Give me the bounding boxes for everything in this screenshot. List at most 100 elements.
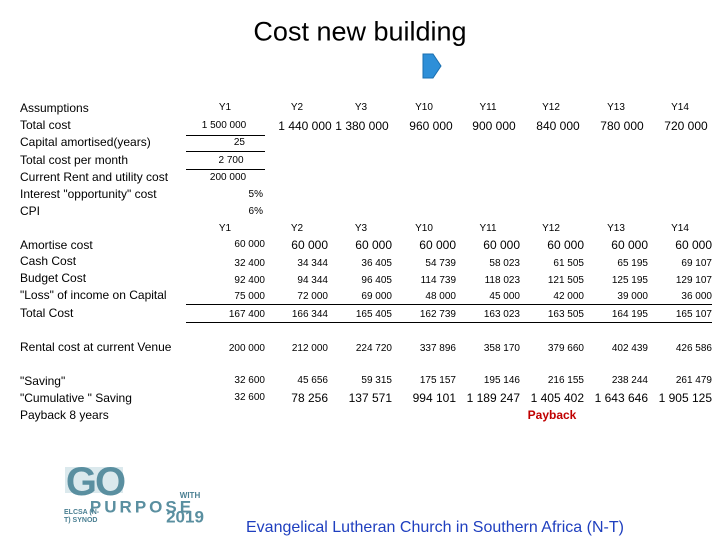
- footer: Evangelical Lutheran Church in Southern …: [246, 519, 624, 536]
- cell: 32 400: [234, 258, 265, 269]
- cell: 238 244: [611, 375, 648, 386]
- cell: 60 000: [483, 238, 520, 252]
- cell: 166 344: [291, 309, 328, 320]
- cell: 92 400: [234, 275, 265, 286]
- cell: 32 600: [234, 375, 265, 386]
- column-header: Y12: [542, 102, 560, 113]
- cell: 32 600: [234, 392, 265, 403]
- interest: 5%: [248, 189, 263, 200]
- cell: 34 344: [297, 258, 328, 269]
- cell: 60 000: [547, 238, 584, 252]
- column-header: Y1: [218, 223, 232, 234]
- cpi: 6%: [248, 206, 263, 217]
- cell: 96 405: [361, 275, 392, 286]
- column-header: Y3: [354, 102, 368, 113]
- rule: [186, 169, 265, 170]
- cell: 165 405: [355, 309, 392, 320]
- cell: 402 439: [611, 343, 648, 354]
- cell: 60 000: [675, 238, 712, 252]
- row-label: Current Rent and utility cost: [20, 170, 169, 184]
- cell: 94 344: [297, 275, 328, 286]
- rule: [186, 151, 265, 152]
- row-label: Interest "opportunity" cost: [20, 187, 157, 201]
- column-header: Y13: [607, 102, 625, 113]
- row-label: Total cost: [20, 118, 71, 132]
- cell: 65 195: [617, 258, 648, 269]
- column-header: Y3: [354, 223, 368, 234]
- cell: 175 157: [419, 375, 456, 386]
- cell: 42 000: [553, 291, 584, 302]
- cell: 167 400: [228, 309, 265, 320]
- row-label: Rental cost at current Venue: [20, 340, 172, 354]
- column-header: Y10: [415, 223, 433, 234]
- cell: 72 000: [297, 291, 328, 302]
- cell: 121 505: [547, 275, 584, 286]
- cell: 994 101: [412, 391, 456, 405]
- cell: 60 000: [419, 238, 456, 252]
- cell: 337 896: [419, 343, 456, 354]
- cost-per-month: 2 700: [218, 155, 244, 166]
- cell: 58 023: [489, 258, 520, 269]
- logo-with: WITH: [179, 491, 201, 500]
- cell: 39 000: [617, 291, 648, 302]
- row-label: Cash Cost: [20, 254, 77, 268]
- total-cost: 960 000: [409, 119, 453, 133]
- total-cost: 780 000: [600, 119, 644, 133]
- row-label: Capital amortised(years): [20, 135, 151, 149]
- rule: [186, 322, 712, 323]
- arrow-icon: [422, 53, 442, 79]
- rule: [186, 135, 265, 136]
- cell: 60 000: [355, 238, 392, 252]
- cell: 163 505: [547, 309, 584, 320]
- cell: 36 000: [681, 291, 712, 302]
- cell: 1 189 247: [466, 391, 520, 405]
- row-label: "Loss" of income on Capital: [20, 288, 167, 302]
- cell: 78 256: [291, 391, 328, 405]
- cell: 61 505: [553, 258, 584, 269]
- row-label: CPI: [20, 204, 41, 218]
- cell: 379 660: [547, 343, 584, 354]
- cell: 165 107: [675, 309, 712, 320]
- rule: [186, 304, 712, 305]
- column-header: Y2: [290, 102, 304, 113]
- cell: 162 739: [419, 309, 456, 320]
- cell: 69 000: [361, 291, 392, 302]
- cell: 54 739: [425, 258, 456, 269]
- column-header: Y10: [415, 102, 433, 113]
- cell: 1 905 125: [658, 391, 712, 405]
- amortised-years: 25: [233, 137, 245, 148]
- cell: 48 000: [425, 291, 456, 302]
- cell: 163 023: [483, 309, 520, 320]
- cell: 45 000: [489, 291, 520, 302]
- cell: 1 643 646: [594, 391, 648, 405]
- total-cost: 840 000: [536, 119, 580, 133]
- cell: 200 000: [228, 343, 265, 354]
- title: Cost new building: [253, 16, 467, 47]
- cell: 137 571: [348, 391, 392, 405]
- logo-go: GO: [65, 460, 126, 504]
- row-label: Payback 8 years: [20, 408, 109, 422]
- cell: 261 479: [675, 375, 712, 386]
- row-label: "Cumulative " Saving: [20, 391, 132, 405]
- cell: 60 000: [234, 239, 265, 250]
- cell: 125 195: [611, 275, 648, 286]
- current-rent: 200 000: [209, 172, 247, 183]
- cell: 129 107: [675, 275, 712, 286]
- cell: 426 586: [675, 343, 712, 354]
- cell: 118 023: [484, 275, 520, 286]
- column-header: Y13: [607, 223, 625, 234]
- cell: 224 720: [355, 343, 392, 354]
- cell: 114 739: [420, 275, 456, 286]
- row-label: Total Cost: [20, 306, 74, 320]
- row-label: Total cost per month: [20, 153, 129, 167]
- column-header: Y14: [671, 223, 689, 234]
- cell: 216 155: [547, 375, 584, 386]
- row-label: "Saving": [20, 374, 66, 388]
- column-header: Y2: [290, 223, 304, 234]
- total-cost: 720 000: [664, 119, 708, 133]
- total-cost: 1 500 000: [201, 120, 247, 131]
- cell: 75 000: [234, 291, 265, 302]
- cell: 60 000: [611, 238, 648, 252]
- total-cost: 1 440 000: [278, 119, 332, 133]
